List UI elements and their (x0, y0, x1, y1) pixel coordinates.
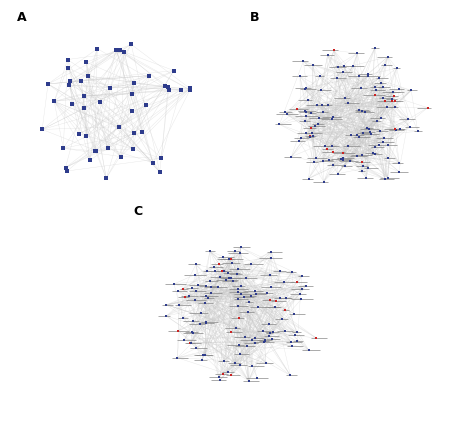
Text: B: B (250, 12, 260, 24)
Text: A: A (17, 11, 27, 24)
Text: C: C (133, 205, 143, 218)
